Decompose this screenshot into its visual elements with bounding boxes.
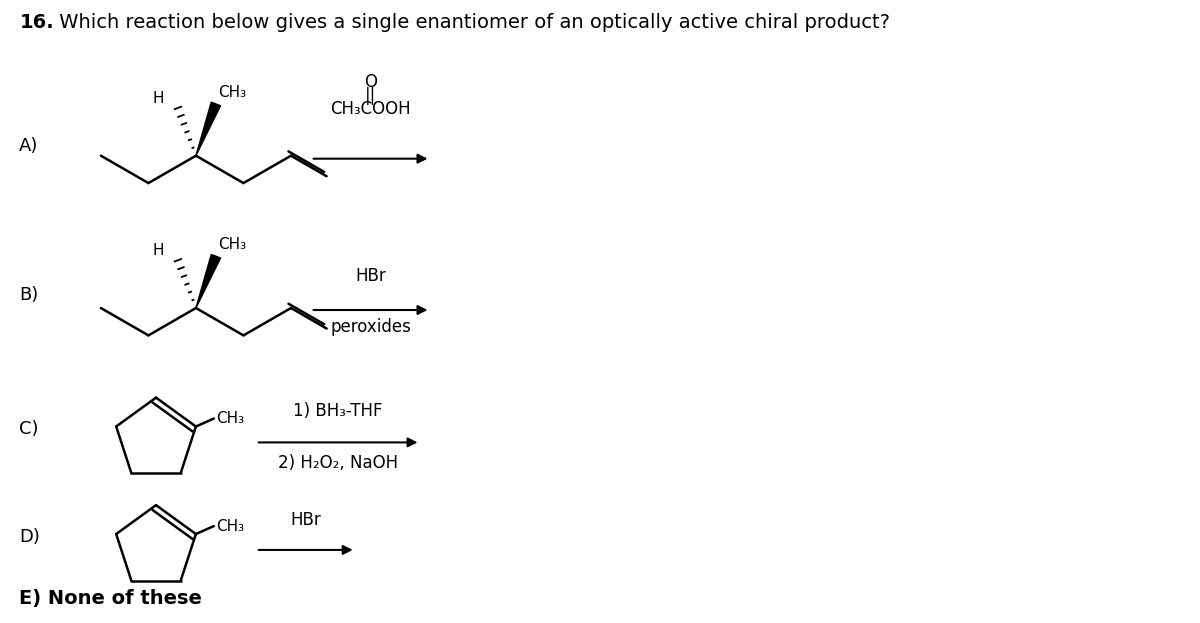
Text: 2) H₂O₂, NaOH: 2) H₂O₂, NaOH <box>277 454 397 472</box>
Text: CH₃: CH₃ <box>216 411 244 426</box>
Text: A): A) <box>19 136 38 155</box>
Text: 16.: 16. <box>19 13 54 32</box>
Text: CH₃: CH₃ <box>218 85 246 100</box>
Polygon shape <box>196 102 221 156</box>
Text: H: H <box>152 91 164 106</box>
Text: D): D) <box>19 528 41 546</box>
Polygon shape <box>196 254 221 308</box>
Text: C): C) <box>19 421 38 439</box>
Text: E) None of these: E) None of these <box>19 589 203 608</box>
Text: HBr: HBr <box>355 267 386 285</box>
Text: CH₃: CH₃ <box>218 237 246 252</box>
Text: H: H <box>152 243 164 259</box>
Text: HBr: HBr <box>290 511 322 529</box>
Text: peroxides: peroxides <box>330 318 410 336</box>
Text: O: O <box>364 73 377 91</box>
Text: Which reaction below gives a single enantiomer of an optically active chiral pro: Which reaction below gives a single enan… <box>53 13 890 32</box>
Text: B): B) <box>19 286 38 304</box>
Text: 1) BH₃-THF: 1) BH₃-THF <box>293 401 383 419</box>
Text: CH₃COOH: CH₃COOH <box>330 100 410 118</box>
Text: CH₃: CH₃ <box>216 518 244 533</box>
Text: ||: || <box>365 87 376 105</box>
